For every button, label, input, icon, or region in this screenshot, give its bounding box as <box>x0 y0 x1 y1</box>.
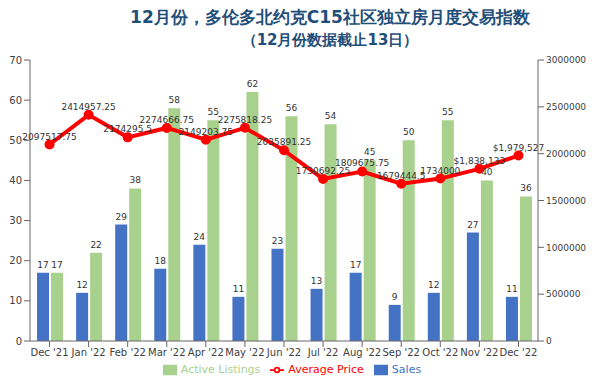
svg-text:12: 12 <box>76 280 87 290</box>
svg-text:56: 56 <box>286 103 298 113</box>
svg-text:1809675.75: 1809675.75 <box>335 158 389 168</box>
svg-text:Dec '21: Dec '21 <box>31 347 69 358</box>
svg-text:Oct '22: Oct '22 <box>422 347 458 358</box>
svg-text:10: 10 <box>9 295 22 306</box>
html-text:Sales: Sales <box>391 363 422 376</box>
svg-text:Jul '22: Jul '22 <box>307 347 339 358</box>
svg-text:Jun '22: Jun '22 <box>266 347 301 358</box>
svg-text:22: 22 <box>90 240 101 250</box>
svg-text:40: 40 <box>9 175 22 186</box>
svg-text:45: 45 <box>364 147 375 157</box>
svg-text:1500000: 1500000 <box>546 196 586 206</box>
svg-text:Jan '22: Jan '22 <box>71 347 106 358</box>
svg-text:500000: 500000 <box>546 289 581 299</box>
svg-text:2275818.25: 2275818.25 <box>218 115 272 125</box>
svg-text:38: 38 <box>129 175 141 185</box>
svg-text:55: 55 <box>442 107 453 117</box>
svg-text:29: 29 <box>115 212 127 222</box>
svg-text:2174295.5: 2174295.5 <box>103 124 152 134</box>
svg-text:Dec '22: Dec '22 <box>499 347 537 358</box>
svg-text:17: 17 <box>350 260 361 270</box>
svg-text:2274666.75: 2274666.75 <box>140 115 194 125</box>
svg-text:2035891.25: 2035891.25 <box>257 137 311 147</box>
svg-text:Aug '22: Aug '22 <box>343 347 381 358</box>
svg-text:1734000: 1734000 <box>420 166 460 176</box>
svg-text:17: 17 <box>51 260 62 270</box>
svg-text:Mar '22: Mar '22 <box>148 347 186 358</box>
svg-text:2149203.75: 2149203.75 <box>179 127 233 137</box>
svg-text:$1,838,133: $1,838,133 <box>454 156 506 166</box>
svg-text:2097517.75: 2097517.75 <box>22 132 76 142</box>
svg-text:9: 9 <box>392 292 398 302</box>
svg-text:3000000: 3000000 <box>546 55 586 65</box>
svg-text:Sep '22: Sep '22 <box>382 347 420 358</box>
svg-text:Apr '22: Apr '22 <box>188 347 224 358</box>
svg-text:20: 20 <box>9 255 22 266</box>
svg-text:50: 50 <box>9 135 22 146</box>
svg-text:1000000: 1000000 <box>546 243 586 253</box>
svg-text:23: 23 <box>272 236 283 246</box>
svg-text:13: 13 <box>311 276 322 286</box>
svg-text:54: 54 <box>325 111 337 121</box>
html-text:Active Listings: Active Listings <box>180 363 261 376</box>
svg-text:58: 58 <box>169 95 181 105</box>
svg-text:60: 60 <box>9 95 22 106</box>
svg-text:36: 36 <box>520 183 532 193</box>
html-text:12月份，多伦多北约克C15社区独立房月度交易指数: 12月份，多伦多北约克C15社区独立房月度交易指数 <box>130 7 530 27</box>
svg-text:55: 55 <box>207 107 220 118</box>
svg-text:70: 70 <box>9 55 22 66</box>
svg-text:1730692.25: 1730692.25 <box>295 165 351 176</box>
svg-text:May '22: May '22 <box>225 347 264 358</box>
svg-text:2500000: 2500000 <box>546 102 586 112</box>
svg-text:11: 11 <box>506 284 517 294</box>
html-text:Average Price: Average Price <box>288 363 364 376</box>
svg-text:12: 12 <box>428 280 439 290</box>
svg-text:62: 62 <box>247 79 258 89</box>
svg-text:11: 11 <box>233 284 244 294</box>
svg-text:27: 27 <box>467 220 478 230</box>
svg-text:18: 18 <box>155 256 167 266</box>
svg-text:40: 40 <box>481 167 493 177</box>
svg-text:2414957.25: 2414957.25 <box>61 102 115 112</box>
svg-text:50: 50 <box>403 127 415 137</box>
svg-text:0: 0 <box>16 336 22 347</box>
svg-text:24: 24 <box>194 232 206 242</box>
svg-text:0: 0 <box>546 336 552 346</box>
svg-text:2000000: 2000000 <box>546 149 586 159</box>
svg-text:$1,979,527: $1,979,527 <box>493 143 545 153</box>
html-text:（12月份数据截止13日）: （12月份数据截止13日） <box>241 31 419 49</box>
svg-text:30: 30 <box>9 215 22 226</box>
svg-text:1679444.5: 1679444.5 <box>377 171 426 181</box>
svg-text:Nov '22: Nov '22 <box>460 347 498 358</box>
svg-text:17: 17 <box>37 260 48 270</box>
svg-text:Feb '22: Feb '22 <box>110 347 146 358</box>
